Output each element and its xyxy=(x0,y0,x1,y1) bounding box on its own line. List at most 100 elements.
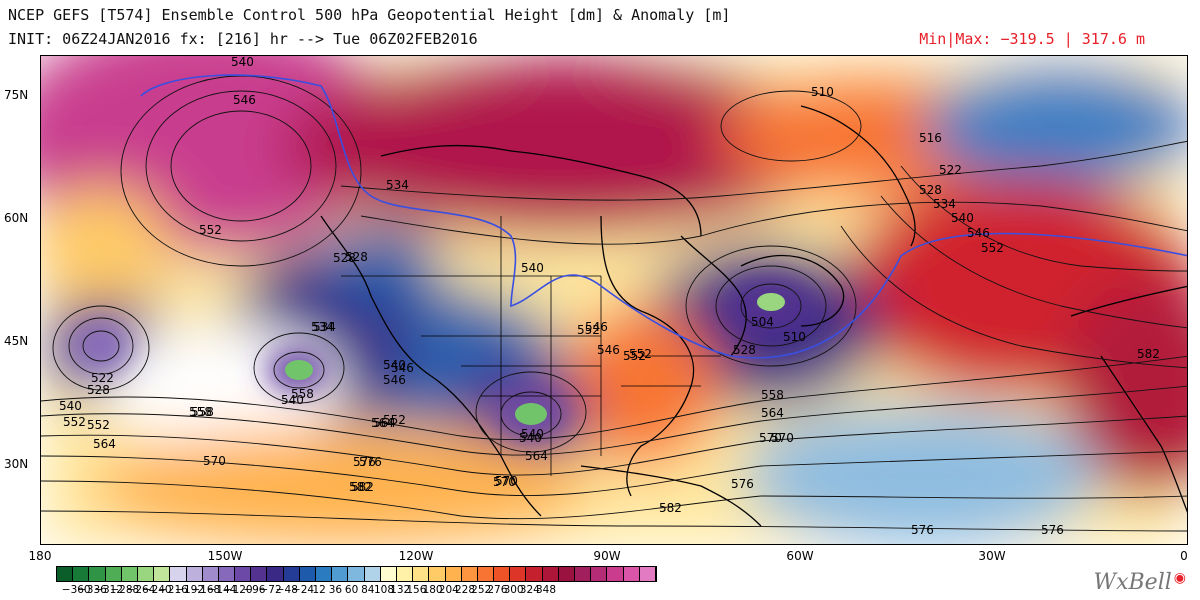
colorbar-tick-label: 276 xyxy=(487,584,508,596)
colorbar-tick-label: 204 xyxy=(438,584,459,596)
colorbar-box xyxy=(526,567,543,581)
colorbar-box xyxy=(299,567,316,581)
colorbar-box xyxy=(380,567,397,581)
lat-label-75n: 75N xyxy=(4,88,29,102)
lat-label-30n: 30N xyxy=(4,457,29,471)
contour-label: 558 xyxy=(291,387,314,401)
contour-label: 576 xyxy=(353,455,376,469)
wxbell-logo: WxBell ◉ xyxy=(1093,570,1187,595)
lon-label-180: 180 xyxy=(28,549,52,563)
anomaly-map: 540 546 552 534 528 534 540 546 552 510 … xyxy=(41,56,1187,544)
colorbar-tick-label: −168 xyxy=(191,584,221,596)
colorbar-box xyxy=(186,567,203,581)
contour-label: 564 xyxy=(761,406,784,420)
contour-label: 522 xyxy=(939,163,962,177)
colorbar-tick-label: −312 xyxy=(94,584,124,596)
min-anomaly-core-south xyxy=(515,403,547,425)
colorbar-tick-label: −288 xyxy=(110,584,140,596)
lon-label-0: 0 xyxy=(1180,549,1188,563)
colorbar-box xyxy=(154,567,171,581)
contour-label: 534 xyxy=(933,197,956,211)
min-anomaly-core-west xyxy=(285,360,313,380)
colorbar-box xyxy=(429,567,446,581)
colorbar-box xyxy=(396,567,414,581)
contour-label: 564 xyxy=(93,437,116,451)
lon-label-90w: 90W xyxy=(593,549,621,563)
contour-label: 510 xyxy=(811,85,834,99)
colorbar-tick-label: 132 xyxy=(390,584,411,596)
colorbar-box xyxy=(316,567,333,581)
lon-label-150w: 150W xyxy=(207,549,243,563)
colorbar-box xyxy=(364,567,381,581)
lat-label-60n: 60N xyxy=(4,211,29,225)
contour-label: 546 xyxy=(597,343,620,357)
colorbar-tick-label: −336 xyxy=(77,584,107,596)
contour-label: 528 xyxy=(87,383,110,397)
colorbar-tick-label: −24 xyxy=(291,584,315,596)
contour-label: 558 xyxy=(189,405,212,419)
contour-label: 552 xyxy=(87,418,110,432)
contour-label: 564 xyxy=(525,449,548,463)
colorbar-box xyxy=(332,567,349,581)
colorbar-tick-label: 324 xyxy=(519,584,540,596)
contour-label: 558 xyxy=(761,388,784,402)
colorbar-box xyxy=(348,567,365,581)
colorbar-box xyxy=(607,567,624,581)
contour-label: 546 xyxy=(967,226,990,240)
contour-label: 528 xyxy=(345,250,368,264)
min-max-readout: Min|Max: −319.5 | 317.6 m xyxy=(919,30,1145,48)
colorbar-tick-label: 108 xyxy=(373,584,395,596)
contour-label: 546 xyxy=(233,93,256,107)
contour-label: 570 xyxy=(771,431,794,445)
contour-label: 582 xyxy=(659,501,682,515)
colorbar-tick-label: −240 xyxy=(142,584,172,596)
lon-label-120w: 120W xyxy=(398,549,434,563)
map-panel: 540 546 552 534 528 534 540 546 552 510 … xyxy=(40,55,1188,545)
colorbar-tick-label: −264 xyxy=(126,584,156,596)
contour-label: 528 xyxy=(333,251,356,265)
contour-label: 582 xyxy=(349,480,372,494)
colorbar-box xyxy=(267,567,284,581)
contour-label: 516 xyxy=(919,131,942,145)
colorbar-tick-label: 36 xyxy=(328,584,343,596)
contour-label: 570 xyxy=(493,475,516,489)
contour-label: 546 xyxy=(585,320,608,334)
colorbar-box xyxy=(623,567,640,581)
political-borders xyxy=(341,216,721,476)
colorbar-box xyxy=(542,567,559,581)
contour-label: 504 xyxy=(751,315,774,329)
colorbar-box xyxy=(121,567,138,581)
contour-labels: 540 546 552 534 528 534 540 546 552 510 … xyxy=(59,56,1160,537)
contour-label: 528 xyxy=(919,183,942,197)
contour-label: 552 xyxy=(981,241,1004,255)
contour-label: 570 xyxy=(495,474,518,488)
contour-label: 546 xyxy=(391,361,414,375)
height-contours xyxy=(41,75,1187,532)
contour-label: 582 xyxy=(351,480,374,494)
colorbar-box xyxy=(558,567,575,581)
colorbar-tick-label: −360 xyxy=(61,584,91,596)
colorbar-box xyxy=(494,567,511,581)
contour-label: 576 xyxy=(359,455,382,469)
contour-label: 576 xyxy=(1041,523,1064,537)
colorbar-box xyxy=(445,567,462,581)
map-title: NCEP GEFS [T574] Ensemble Control 500 hP… xyxy=(8,6,731,24)
colorbar-tick-label: 156 xyxy=(406,584,427,596)
contour-label: 552 xyxy=(577,323,600,337)
colorbar-box xyxy=(591,567,608,581)
min-anomaly-core-east xyxy=(757,293,785,311)
colorbar-tick-label: −48 xyxy=(275,584,298,596)
contour-label: 540 xyxy=(383,358,406,372)
colorbar-tick-label: −216 xyxy=(158,584,188,596)
contour-label: 570 xyxy=(759,431,782,445)
contour-label: 564 xyxy=(373,416,396,430)
colorbar-box xyxy=(251,567,268,581)
contour-label: 546 xyxy=(383,373,406,387)
colorbar-tick-label: −120 xyxy=(223,584,253,596)
contour-label: 540 xyxy=(231,56,254,69)
colorbar-box xyxy=(413,567,430,581)
colorbar-box xyxy=(283,567,300,581)
colorbar-box xyxy=(170,567,187,581)
colorbar-tick-label: 348 xyxy=(535,584,557,596)
colorbar-box xyxy=(73,567,90,581)
